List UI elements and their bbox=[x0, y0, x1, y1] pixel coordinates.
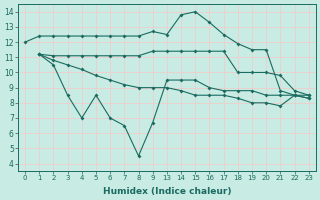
X-axis label: Humidex (Indice chaleur): Humidex (Indice chaleur) bbox=[103, 187, 231, 196]
